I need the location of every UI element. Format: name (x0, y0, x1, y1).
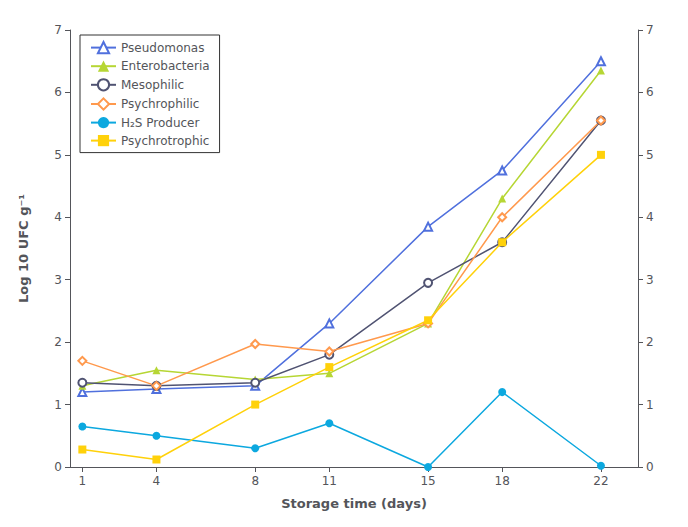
svg-text:7: 7 (646, 23, 654, 37)
svg-text:5: 5 (54, 148, 62, 162)
svg-text:1: 1 (79, 474, 87, 488)
svg-text:5: 5 (646, 148, 654, 162)
svg-text:Mesophilic: Mesophilic (121, 78, 184, 92)
svg-text:3: 3 (646, 273, 654, 287)
svg-text:0: 0 (646, 460, 654, 474)
svg-text:4: 4 (153, 474, 161, 488)
svg-text:4: 4 (646, 210, 654, 224)
svg-text:Log 10 UFC g⁻¹: Log 10 UFC g⁻¹ (16, 194, 31, 303)
svg-text:15: 15 (420, 474, 435, 488)
svg-text:Pseudomonas: Pseudomonas (121, 41, 204, 55)
svg-text:11: 11 (322, 474, 337, 488)
svg-text:2: 2 (646, 335, 654, 349)
svg-text:Enterobacteria: Enterobacteria (121, 59, 210, 73)
svg-text:18: 18 (495, 474, 510, 488)
svg-text:6: 6 (54, 85, 62, 99)
svg-text:Psychrophilic: Psychrophilic (121, 97, 199, 111)
svg-text:3: 3 (54, 273, 62, 287)
svg-text:2: 2 (54, 335, 62, 349)
svg-text:Storage time (days): Storage time (days) (281, 496, 427, 511)
svg-text:0: 0 (54, 460, 62, 474)
svg-text:6: 6 (646, 85, 654, 99)
svg-text:1: 1 (646, 398, 654, 412)
svg-text:7: 7 (54, 23, 62, 37)
svg-text:22: 22 (593, 474, 608, 488)
svg-text:8: 8 (251, 474, 259, 488)
svg-text:1: 1 (54, 398, 62, 412)
svg-text:Psychrotrophic: Psychrotrophic (121, 134, 209, 148)
svg-text:4: 4 (54, 210, 62, 224)
svg-text:H₂S Producer: H₂S Producer (121, 116, 200, 130)
